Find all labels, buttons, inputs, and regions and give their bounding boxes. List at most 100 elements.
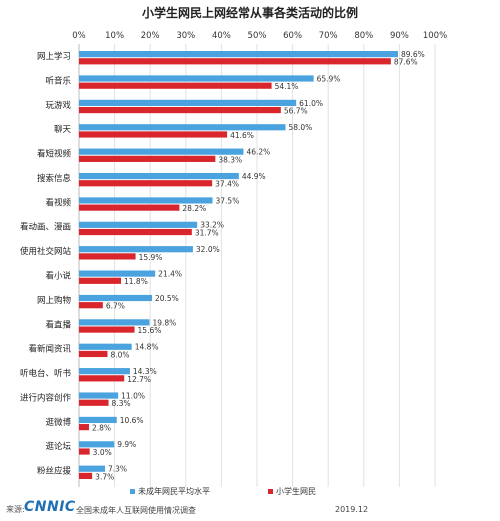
x-tick-label: 70% (319, 31, 338, 41)
data-label-pupil: 56.7% (284, 106, 308, 115)
bar-pupil (79, 350, 108, 358)
bar-average (79, 51, 398, 58)
bar-pupil (79, 228, 192, 236)
bar-average (79, 124, 286, 131)
data-label-pupil: 28.2% (182, 204, 206, 213)
data-label-pupil: 6.7% (106, 302, 125, 311)
data-label-average: 20.5% (155, 294, 179, 303)
bar-pupil (79, 448, 90, 455)
data-label-pupil: 15.9% (139, 253, 163, 262)
bar-average (79, 75, 314, 82)
bar-pupil (79, 180, 213, 187)
chart-title: 小学生网民上网经常从事各类活动的比例 (141, 6, 358, 20)
source-label: 来源: (6, 505, 25, 514)
category-label: 玩游戏 (45, 100, 71, 111)
data-label-pupil: 3.0% (93, 448, 112, 457)
bar-pupil (79, 277, 122, 284)
bar-pupil (79, 302, 103, 309)
data-label-average: 33.2% (200, 221, 224, 230)
x-tick-label: 40% (212, 31, 231, 41)
legend-swatch-average (130, 489, 135, 494)
data-label-pupil: 31.7% (195, 228, 219, 237)
data-label-average: 14.3% (133, 367, 157, 376)
category-label: 逛论坛 (45, 441, 71, 452)
category-label: 进行内容创作 (20, 392, 72, 403)
category-label: 看视频 (45, 197, 71, 208)
data-label-average: 58.0% (288, 123, 312, 132)
x-tick-label: 50% (248, 31, 267, 41)
data-label-pupil: 8.0% (110, 350, 129, 359)
x-tick-label: 100% (423, 31, 447, 41)
x-tick-label: 20% (141, 31, 160, 41)
data-label-average: 7.3% (108, 465, 127, 474)
bar-average (79, 441, 115, 448)
category-label: 看短视频 (37, 149, 72, 160)
data-label-pupil: 12.7% (127, 375, 151, 384)
bar-pupil (79, 131, 228, 138)
bar-pupil (79, 82, 272, 89)
bar-pupil (79, 155, 216, 162)
bar-average (79, 148, 244, 155)
data-label-average: 10.6% (120, 416, 144, 425)
data-label-pupil: 11.8% (124, 277, 148, 286)
category-label: 使用社交网站 (20, 246, 72, 257)
data-label-pupil: 41.6% (230, 131, 254, 140)
data-label-pupil: 38.3% (218, 155, 242, 164)
bar-average (79, 99, 297, 106)
x-tick-label: 10% (105, 31, 124, 41)
legend-label-pupil: 小学生网民 (276, 486, 316, 496)
legend-swatch-pupil (268, 489, 273, 494)
footer: 来源: CNNIC 全国未成年人互联网使用情况调查 2019.12 (0, 499, 500, 521)
data-label-average: 89.6% (401, 50, 425, 59)
data-label-average: 65.9% (317, 74, 341, 83)
x-tick-label: 60% (283, 31, 302, 41)
bar-average (79, 319, 150, 326)
data-label-pupil: 87.6% (394, 58, 418, 67)
x-tick-label: 90% (390, 31, 409, 41)
bar-pupil (79, 375, 125, 382)
bar-chart: 0% 10% 20% 30% 40% 50% 60% 70% 80% 90% 100% 网上学习 89.… (20, 31, 447, 496)
source-description: 全国未成年人互联网使用情况调查 (76, 506, 196, 515)
data-label-average: 11.0% (121, 391, 145, 400)
bar-pupil (79, 58, 391, 65)
category-label: 看小说 (45, 271, 71, 282)
category-label: 聊天 (54, 124, 72, 135)
x-tick-label: 0% (72, 31, 86, 41)
data-label-average: 46.2% (246, 148, 270, 157)
x-tick-label: 30% (176, 31, 195, 41)
bar-average (79, 343, 132, 350)
category-label: 看直播 (45, 319, 71, 330)
data-label-pupil: 15.6% (138, 326, 162, 335)
data-label-average: 21.4% (158, 270, 182, 279)
bar-average (79, 221, 198, 228)
bar-average (79, 416, 117, 424)
data-label-pupil: 2.8% (92, 424, 111, 433)
category-label: 听音乐 (45, 75, 71, 86)
data-label-average: 32.0% (196, 245, 220, 254)
category-label: 搜索信息 (37, 173, 72, 184)
data-label-pupil: 37.4% (215, 180, 239, 189)
bar-average (79, 368, 130, 375)
footer-date: 2019.12 (335, 505, 369, 514)
data-label-average: 14.8% (135, 343, 159, 352)
bar-average (79, 392, 119, 399)
bar-pupil (79, 253, 136, 260)
category-label: 逛微博 (45, 417, 71, 428)
bar-average (79, 197, 213, 204)
bar-average (79, 294, 152, 302)
category-label: 看新闻资讯 (28, 344, 71, 355)
data-label-average: 44.9% (242, 172, 266, 181)
bar-pupil (79, 326, 135, 333)
bar-pupil (79, 106, 281, 114)
bar-pupil (79, 204, 180, 211)
data-label-average: 61.0% (299, 99, 323, 108)
bar-pupil (79, 424, 89, 431)
data-label-average: 19.8% (152, 318, 176, 327)
bar-average (79, 172, 239, 180)
bar-average (79, 270, 156, 277)
legend-label-average: 未成年网民平均水平 (138, 486, 210, 496)
category-label: 看动画、漫画 (20, 222, 71, 233)
data-label-pupil: 54.1% (275, 82, 299, 91)
bar-average (79, 465, 105, 472)
data-label-average: 9.9% (117, 440, 136, 449)
